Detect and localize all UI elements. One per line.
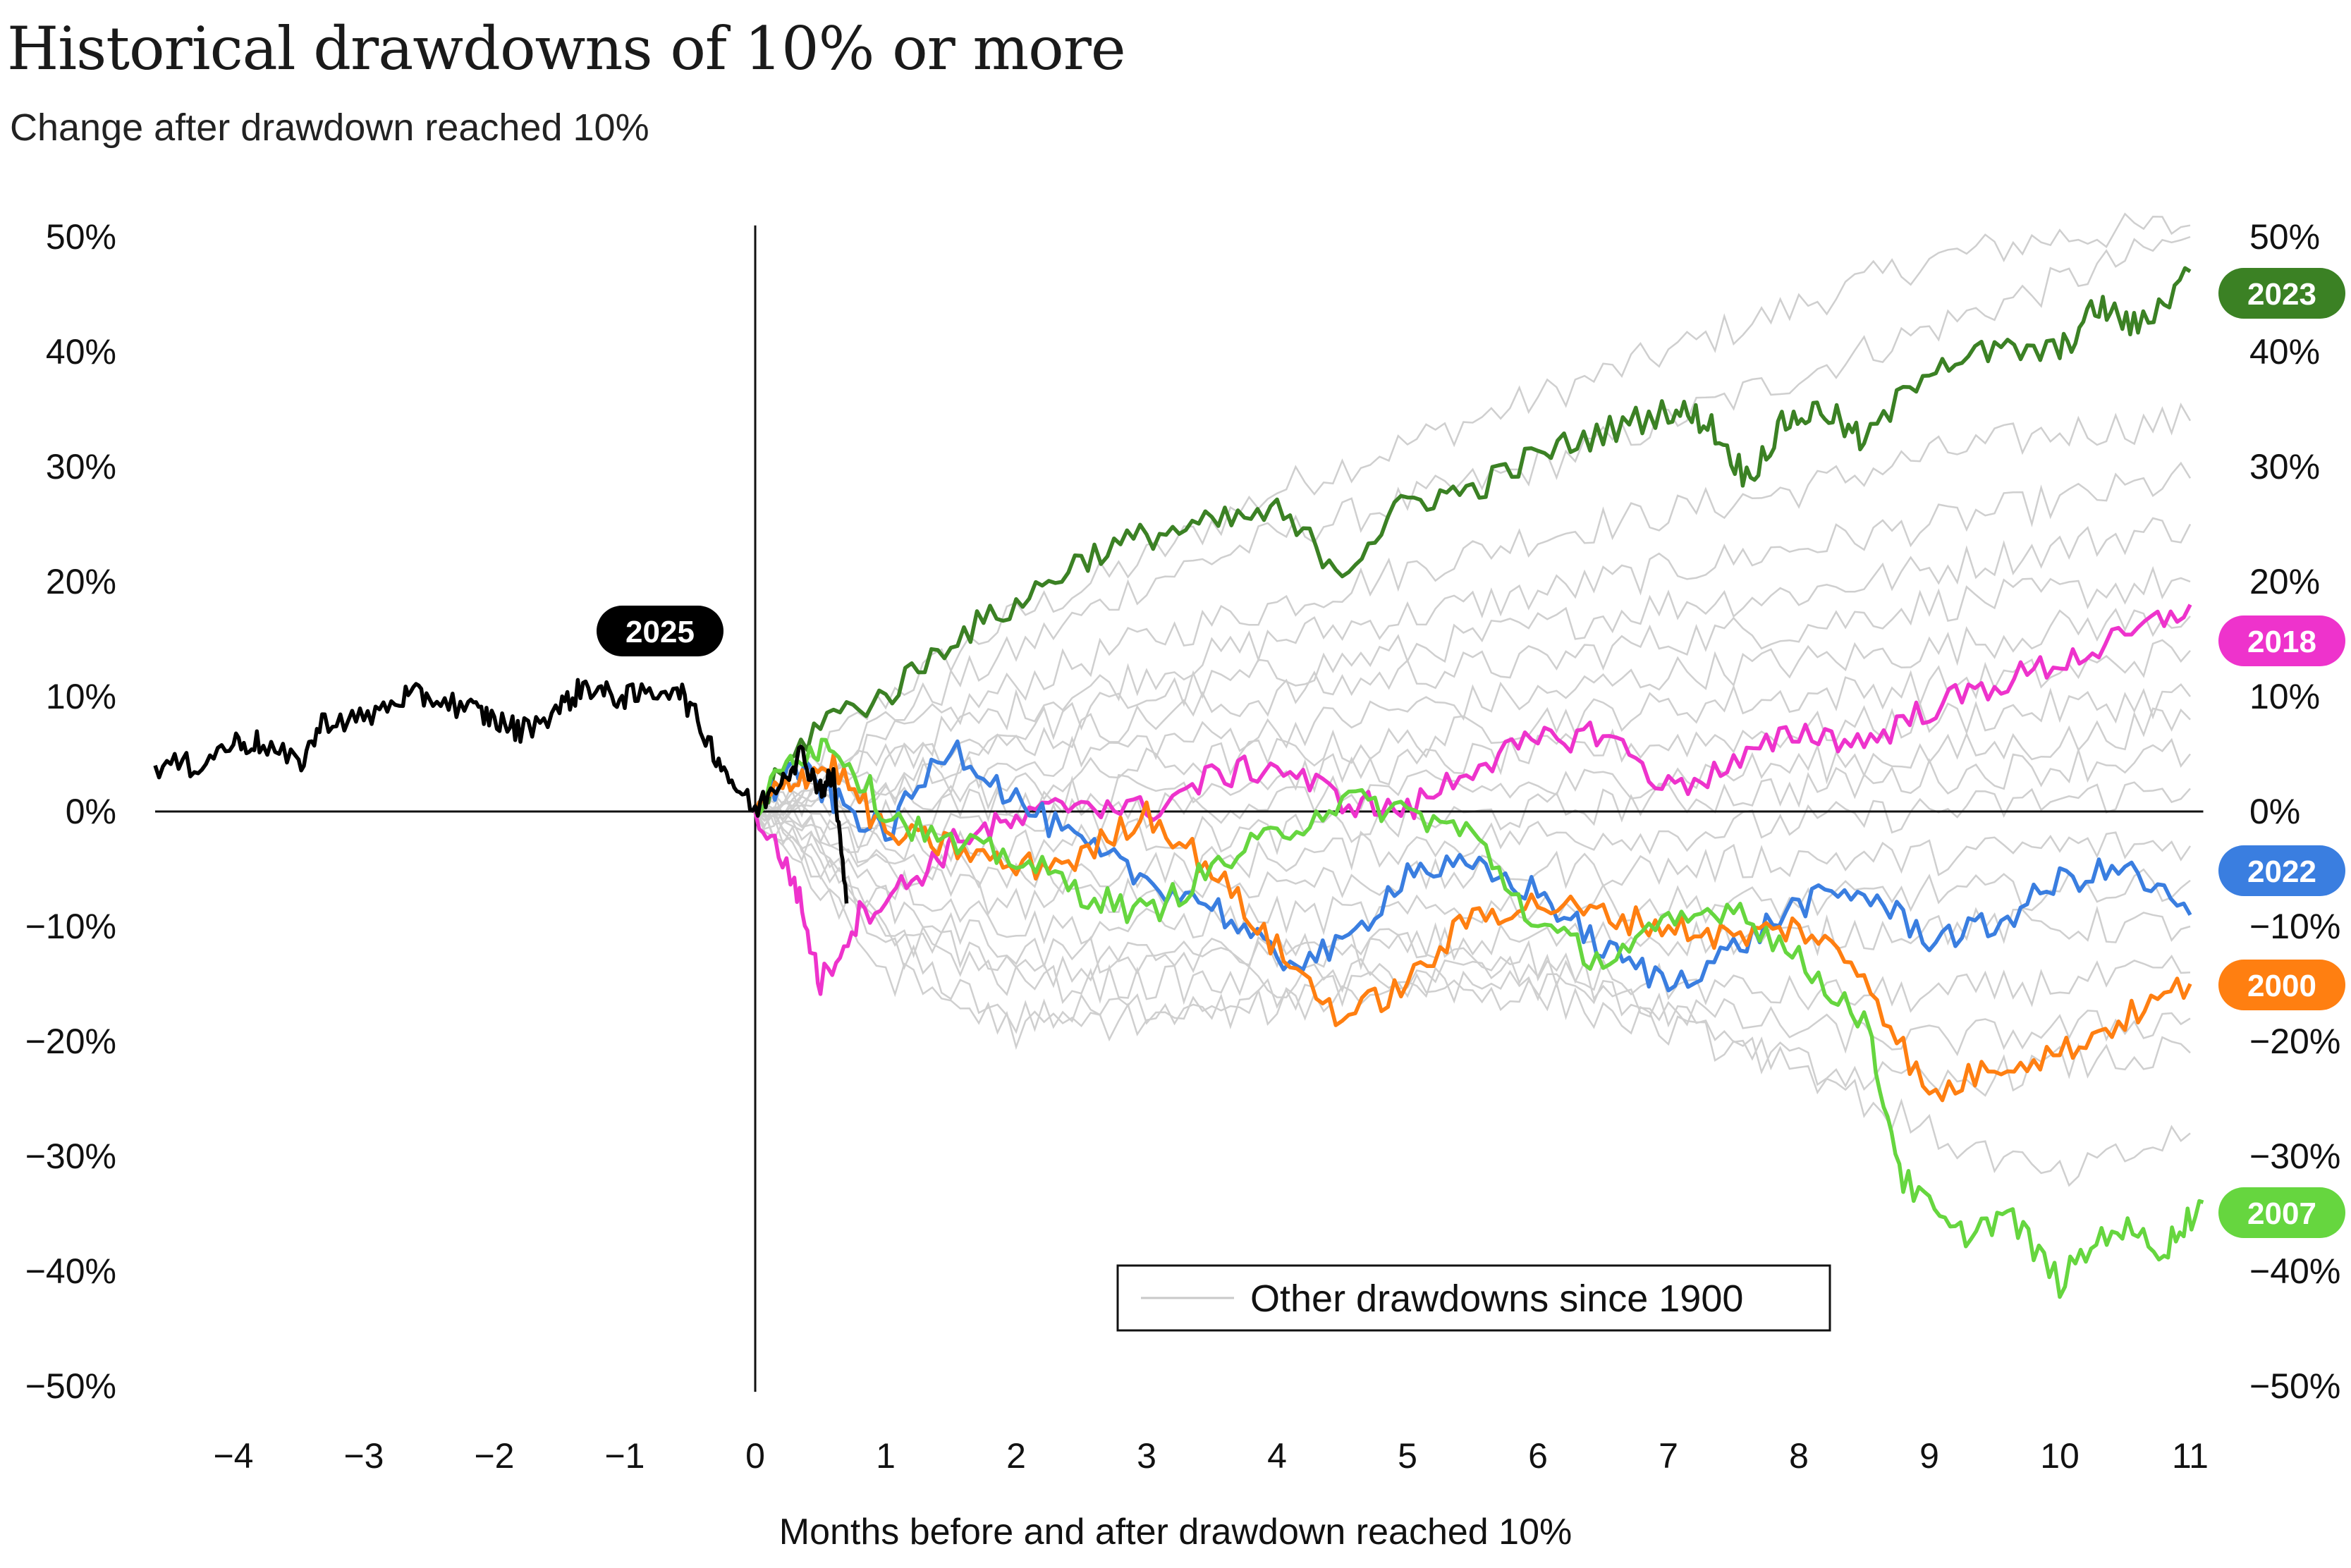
chart-title: Historical drawdowns of 10% or more [7, 14, 1126, 83]
series-badge-2022 [2218, 845, 2345, 896]
y-tick-label-right: −50% [2249, 1366, 2340, 1406]
series-badge-2007 [2218, 1187, 2345, 1238]
x-axis-label: Months before and after drawdown reached… [779, 1512, 1572, 1552]
series-line-2018 [753, 604, 2192, 996]
series-badge-2025 [597, 606, 723, 656]
x-tick-label: 1 [876, 1436, 896, 1476]
other-drawdown-line [754, 809, 2192, 921]
y-tick-label-right: −20% [2249, 1022, 2340, 1061]
y-tick-label-right: 30% [2249, 447, 2320, 486]
y-tick-label-left: 50% [46, 217, 116, 257]
series-line-2000 [753, 752, 2192, 1103]
y-tick-label-left: −20% [25, 1022, 116, 1061]
series-badge-label: 2007 [2247, 1196, 2316, 1231]
series-badge-label: 2023 [2247, 277, 2316, 312]
x-tick-label: 6 [1528, 1436, 1548, 1476]
other-drawdown-line [755, 608, 2191, 813]
x-tick-label: 2 [1006, 1436, 1026, 1476]
y-tick-label-right: 40% [2249, 332, 2320, 372]
y-tick-label-left: 10% [46, 677, 116, 716]
other-drawdown-line [754, 212, 2191, 812]
x-tick-label: 5 [1398, 1436, 1417, 1476]
x-tick-label: −3 [343, 1436, 384, 1476]
y-tick-label-right: 0% [2249, 792, 2300, 831]
series-line-2025 [153, 678, 849, 904]
series-badge-label: 2018 [2247, 625, 2316, 659]
other-drawdown-line [755, 810, 2191, 1057]
x-tick-label: −2 [474, 1436, 514, 1476]
chart-subtitle: Change after drawdown reached 10% [10, 106, 649, 149]
other-drawdown-line [755, 402, 2192, 812]
other-drawdown-line [755, 810, 2191, 1187]
series-line-2023 [753, 266, 2192, 813]
y-tick-label-right: −30% [2249, 1137, 2340, 1176]
y-tick-label-left: 0% [66, 792, 116, 831]
legend-label: Other drawdowns since 1900 [1250, 1278, 1743, 1320]
series-badge-2018 [2218, 615, 2345, 666]
other-drawdown-line [755, 810, 2191, 945]
other-drawdown-line [755, 235, 2191, 814]
y-tick-label-right: −40% [2249, 1251, 2340, 1291]
y-tick-label-left: −50% [25, 1366, 116, 1406]
y-tick-label-left: 40% [46, 332, 116, 372]
series-labels: 2025 2023 2018 2022 2000 2007 [597, 268, 2345, 1238]
other-drawdown-line [755, 565, 2191, 819]
x-tick-label: 7 [1659, 1436, 1678, 1476]
x-tick-label: 0 [745, 1436, 765, 1476]
x-tick-label: −1 [604, 1436, 645, 1476]
x-tick-label: 9 [1919, 1436, 1939, 1476]
y-tick-label-left: −40% [25, 1251, 116, 1291]
legend-box [1116, 1264, 1831, 1332]
series-line-2007 [754, 737, 2204, 1299]
x-tick-label: 10 [2040, 1436, 2080, 1476]
other-drawdown-line [754, 811, 2191, 1013]
x-tick-label: 3 [1137, 1436, 1156, 1476]
x-axis: −4 −3 −2 −1 0 1 2 3 4 5 6 7 8 9 10 11 [213, 1436, 2208, 1476]
highlighted-drawdown-lines [153, 266, 2204, 1299]
series-badge-2000 [2218, 960, 2345, 1010]
series-badge-2023 [2218, 268, 2345, 319]
series-badge-label: 2022 [2247, 855, 2316, 889]
series-badge-label: 2000 [2247, 969, 2316, 1003]
y-tick-label-right: 20% [2249, 562, 2320, 601]
x-tick-label: 8 [1789, 1436, 1809, 1476]
other-drawdown-lines [754, 212, 2192, 1187]
x-tick-label: −4 [213, 1436, 253, 1476]
y-tick-label-left: 20% [46, 562, 116, 601]
y-tick-label-right: 50% [2249, 217, 2320, 257]
y-tick-label-left: −10% [25, 907, 116, 946]
series-line-2022 [755, 739, 2192, 993]
legend: Other drawdowns since 1900 [1116, 1264, 1831, 1332]
other-drawdown-line [755, 683, 2191, 830]
other-drawdown-line [755, 461, 2192, 815]
y-axis-right: 50% 40% 30% 20% 10% 0% −10% −20% −30% −40% −50% [2249, 217, 2340, 1406]
other-drawdown-line [754, 811, 2191, 1097]
x-tick-label: 11 [2172, 1436, 2209, 1476]
y-tick-label-right: 10% [2249, 677, 2320, 716]
other-drawdown-line [755, 517, 2192, 812]
y-axis-left: 50% 40% 30% 20% 10% 0% −10% −20% −30% −40% −50% [25, 217, 116, 1406]
x-tick-label: 4 [1267, 1436, 1287, 1476]
series-badge-label: 2025 [625, 615, 695, 649]
y-tick-label-right: −10% [2249, 907, 2340, 946]
y-tick-label-left: 30% [46, 447, 116, 486]
y-tick-label-left: −30% [25, 1137, 116, 1176]
